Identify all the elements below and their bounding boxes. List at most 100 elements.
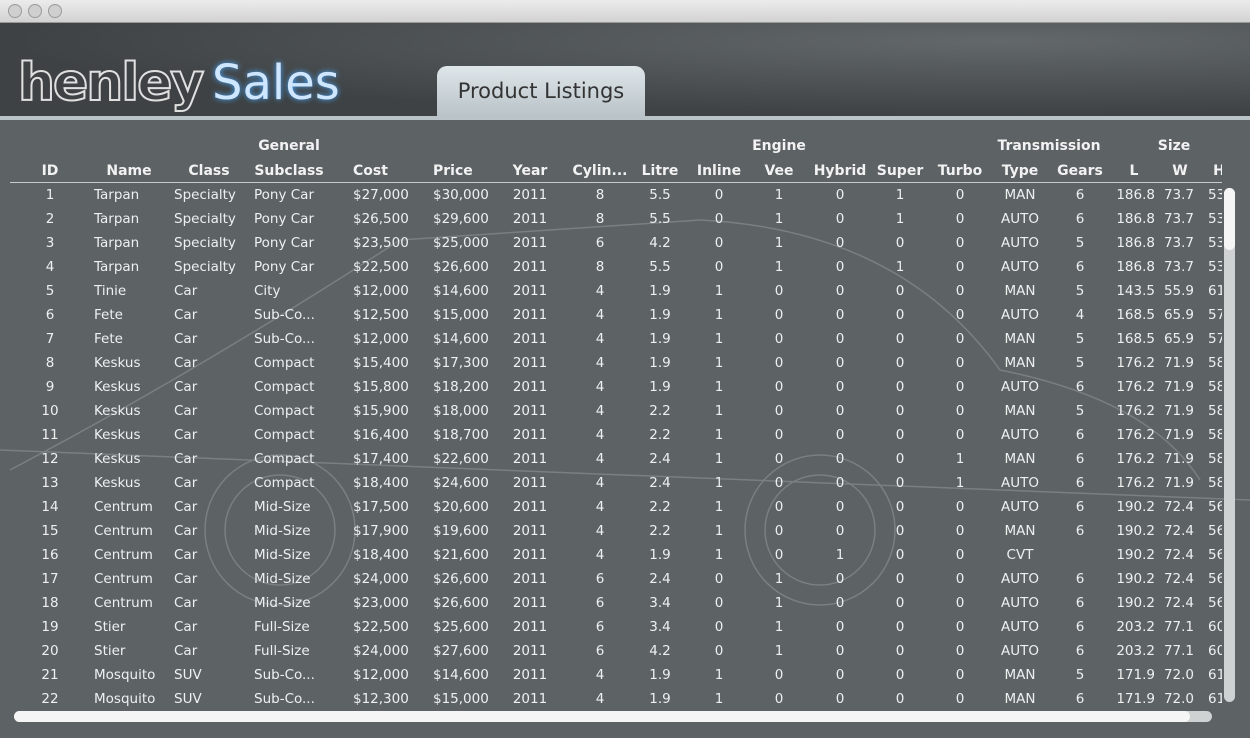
table-cell: 2011 [512,355,548,371]
table-cell: 58 [1208,403,1222,419]
table-cell: Full-Size [254,619,310,635]
table-cell: Car [174,619,198,635]
table-cell: 77.1 [1163,619,1194,635]
table-cell: 8 [595,187,605,203]
table-cell: 0 [895,379,905,395]
tab[interactable]: Product Listings [437,66,645,116]
table-cell: 6 [1075,427,1085,443]
table-cell: 4 [595,523,605,539]
minimize-button[interactable] [28,4,42,18]
table-cell: 0 [895,547,905,563]
table-cell: $14,600 [433,331,489,347]
table-cell: Car [174,403,198,419]
table-cell: 6 [45,307,55,323]
table-cell: 1.9 [649,667,671,683]
table-cell: 22 [41,691,59,707]
table-cell: 2011 [512,691,548,707]
table-cell: 2.4 [649,451,671,467]
table-cell: Car [174,427,198,443]
table-cell: $27,000 [353,187,409,203]
scroll-thumb[interactable] [14,711,1190,722]
horizontal-scrollbar[interactable] [14,711,1212,722]
table-cell: 6 [1075,523,1085,539]
table-cell: $12,000 [353,331,409,347]
table-cell: 0 [774,523,784,539]
table-cell: 0 [835,331,845,347]
table-cell: 1 [774,259,784,275]
column-header: Hybrid [813,163,867,179]
table-cell: 71.9 [1163,403,1194,419]
table-cell: 2011 [512,211,548,227]
table-cell: 56 [1208,547,1222,563]
table-cell: $22,500 [353,619,409,635]
vertical-scrollbar[interactable] [1224,188,1235,702]
table-cell: Car [174,571,198,587]
table-cell: 6 [1075,259,1085,275]
table-cell: 72.4 [1163,547,1194,563]
table-cell: 203.2 [1116,619,1155,635]
table-cell: 58 [1208,475,1222,491]
table-cell: Car [174,475,198,491]
table-cell: Keskus [94,475,141,491]
table-cell: 53 [1208,187,1222,203]
table-cell: 55.9 [1163,283,1194,299]
table-cell: 203.2 [1116,643,1155,659]
table-cell: 0 [774,307,784,323]
table-cell: 4 [595,307,605,323]
table-cell: 1 [714,427,724,443]
table-cell: 2011 [512,259,548,275]
table-cell: 0 [955,235,965,251]
table-cell: Centrum [94,499,153,515]
table-cell: 0 [774,355,784,371]
table-cell: 0 [895,643,905,659]
column-header: Name [106,163,152,179]
table-cell: Mid-Size [254,571,311,587]
table-cell: 0 [955,283,965,299]
table-cell: Tarpan [94,259,140,275]
table-cell: AUTO [1001,595,1039,611]
table-cell: 1 [774,235,784,251]
table-cell: 2011 [512,307,548,323]
table-cell: 0 [835,211,845,227]
table-cell: 2011 [512,475,548,491]
table-cell: 2.2 [649,427,671,443]
table-cell: Mid-Size [254,547,311,563]
table-cell: 176.2 [1116,427,1155,443]
zoom-button[interactable] [48,4,62,18]
table-cell: 1.9 [649,547,671,563]
table-cell: Compact [254,355,315,371]
table-cell: 5.5 [649,211,671,227]
table-cell: 56 [1208,595,1222,611]
table-cell: 0 [835,595,845,611]
table-cell: 0 [835,187,845,203]
table-cell: AUTO [1001,379,1039,395]
table-cell: 5 [45,283,55,299]
table-cell: 6 [1075,595,1085,611]
table-cell: 4 [595,499,605,515]
close-button[interactable] [8,4,22,18]
table-cell: 176.2 [1116,355,1155,371]
scroll-thumb[interactable] [1224,188,1235,250]
header-divider [10,182,1222,183]
table-cell: 53 [1208,211,1222,227]
table-cell: 190.2 [1116,499,1155,515]
table-cell: 5 [1075,403,1085,419]
table-cell: 58 [1208,379,1222,395]
table-cell: Car [174,499,198,515]
table-cell: Car [174,451,198,467]
table-cell: 1.9 [649,355,671,371]
table-cell: 6 [1075,187,1085,203]
table-cell: Tinie [94,283,127,299]
table-cell: 0 [774,475,784,491]
table-cell: 0 [774,667,784,683]
table-cell: Compact [254,451,315,467]
table-cell: MAN [1004,667,1036,683]
table-cell: 4 [595,403,605,419]
table-cell: 4 [45,259,55,275]
table-cell: 0 [714,643,724,659]
table-cell: Compact [254,427,315,443]
table-cell: 6 [1075,571,1085,587]
table-cell: Keskus [94,379,141,395]
table-cell: Mid-Size [254,595,311,611]
table-cell: Keskus [94,451,141,467]
